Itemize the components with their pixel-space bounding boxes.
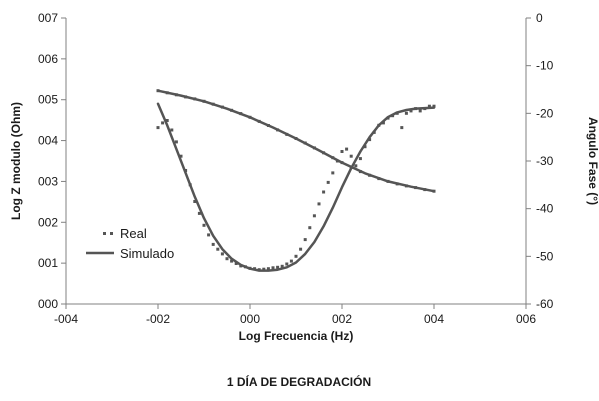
y-right-tick-label: 0 [536,11,543,25]
chart-caption: 1 DÍA DE DEGRADACIÓN [227,374,371,389]
x-tick-label: -004 [54,312,78,326]
y-right-tick-label: -10 [536,59,554,73]
data-point-real-phase [354,164,358,168]
data-point-real-phase [207,233,211,237]
data-point-real-phase [358,157,362,161]
legend-marker-real [110,232,113,235]
y-left-tick-label: 007 [38,11,58,25]
data-point-real-phase [197,211,201,215]
y-left-tick-label: 001 [38,256,58,270]
data-point-real-phase [381,121,385,125]
y-right-tick-label: -20 [536,106,554,120]
x-axis-title: Log Frecuencia (Hz) [239,329,354,343]
x-tick-label: 006 [516,312,536,326]
data-point-real-phase [326,180,330,184]
data-point-real-phase [363,145,367,149]
x-tick-label: 004 [424,312,444,326]
y-right-ticks: 0 -10 -20 -30 -40 -50 -60 [526,11,554,311]
y-left-axis-title: Log Z modulo (Ohm) [9,102,23,220]
data-point-real-phase [303,238,307,242]
data-point-real-phase [340,150,344,153]
legend-label-simulado: Simulado [120,246,174,261]
data-point-real-phase [230,259,234,263]
data-point-real-phase [409,109,413,113]
data-point-real-phase [234,262,238,265]
y-left-tick-label: 003 [38,174,58,188]
data-point-real-phase [220,252,224,256]
y-left-tick-label: 005 [38,93,58,107]
data-point-real-phase [276,265,280,269]
data-point-real-phase [271,266,275,270]
data-point-real-phase [165,119,169,122]
data-point-real-phase [427,104,431,108]
series-layer [156,89,436,272]
data-point-real-phase [161,121,165,125]
data-point-real-phase [317,202,321,206]
data-point-real-phase [349,154,353,158]
data-point-real-phase [156,126,160,130]
data-point-real-phase [170,128,174,132]
series-real-modulus [156,89,436,193]
data-point-real-phase [345,147,349,151]
y-left-tick-label: 000 [38,297,58,311]
x-tick-label: -002 [146,312,170,326]
data-point-real-phase [400,126,404,130]
data-point-real-phase [202,223,206,227]
data-point-real-phase [211,242,215,246]
y-right-axis-title: Angulo Fase (°) [586,117,599,205]
data-point-real-phase [322,190,326,194]
y-right-tick-label: -40 [536,202,554,216]
series-line-simulado-phase [156,102,436,272]
data-point-real-phase [193,200,197,203]
legend-marker-real [103,232,106,235]
data-point-real-phase [331,171,335,175]
y-left-tick-label: 006 [38,52,58,66]
series-simulado-phase [156,102,436,272]
x-tick-label: 000 [240,312,260,326]
series-line-simulado-modulus [156,89,436,193]
data-point-real-phase [289,259,293,263]
data-point-real-phase [179,154,183,158]
series-real-phase [156,104,436,272]
series-simulado-modulus [156,89,436,193]
data-point-real-phase [285,262,289,266]
data-point-real-phase [368,138,372,142]
data-point-real-phase [280,264,284,268]
data-point-real-phase [262,267,266,271]
legend-label-real: Real [120,226,147,241]
data-point-real-phase [312,214,316,218]
data-point-real-phase [299,247,303,251]
y-left-tick-label: 002 [38,215,58,229]
y-left-tick-label: 004 [38,134,58,148]
data-point-real-phase [308,226,312,230]
y-right-tick-label: -60 [536,297,554,311]
legend-item-simulado: Simulado [86,246,174,261]
data-point-real-phase [418,109,422,113]
data-point-real-phase [174,140,178,144]
data-point-real-phase [225,257,229,261]
y-right-tick-label: -50 [536,249,554,263]
data-point-real-phase [432,104,436,108]
y-right-tick-label: -30 [536,154,554,168]
x-tick-label: 002 [332,312,352,326]
data-point-real-phase [294,254,298,258]
legend-item-real: Real [103,226,147,241]
data-point-real-phase [266,267,270,271]
y-left-ticks: 000 001 002 003 004 005 006 007 [38,11,66,311]
x-ticks: -004 -002 000 002 004 006 [54,304,536,326]
data-point-real-phase [404,111,408,115]
data-point-real-phase [216,247,220,251]
legend: Real Simulado [86,226,174,261]
